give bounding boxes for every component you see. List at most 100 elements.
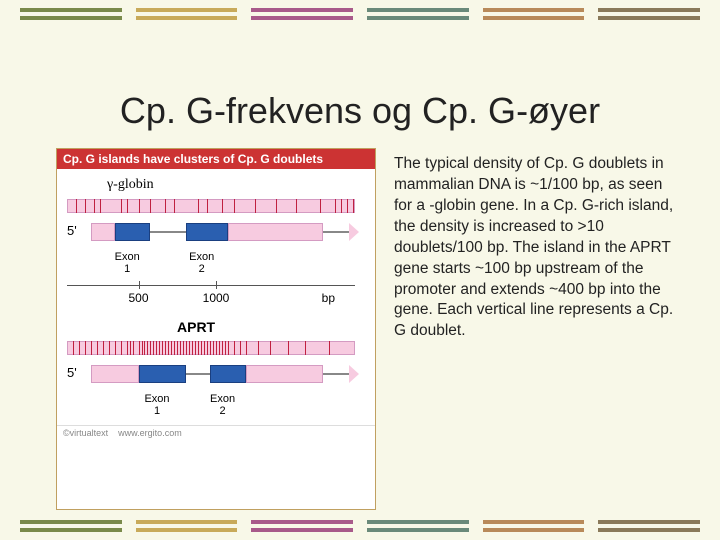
cpg-doublet-line <box>246 341 247 355</box>
track-bg <box>67 199 355 213</box>
gamma-exon-labels: Exon 1 Exon 2 <box>67 251 365 279</box>
cpg-doublet-line <box>276 199 277 213</box>
cpg-doublet-line <box>270 341 271 355</box>
cpg-doublet-line <box>201 341 202 355</box>
cpg-doublet-line <box>255 199 256 213</box>
cpg-doublet-line <box>195 341 196 355</box>
cpg-doublet-line <box>183 341 184 355</box>
cpg-doublet-line <box>234 199 235 213</box>
decor-segment <box>251 8 353 20</box>
cpg-doublet-line <box>341 199 342 213</box>
cpg-doublet-line <box>127 341 128 355</box>
five-prime-label: 5' <box>67 223 77 238</box>
cpg-doublet-line <box>222 341 223 355</box>
cpg-doublet-line <box>234 341 235 355</box>
gamma-globin-track <box>67 195 365 217</box>
figure-panel: Cp. G islands have clusters of Cp. G dou… <box>56 148 376 510</box>
scale-tick-label: 500 <box>129 291 149 305</box>
utr-block <box>91 365 139 383</box>
cpg-doublet-line <box>228 341 229 355</box>
exon-label: Exon 1 <box>115 251 140 275</box>
cpg-doublet-line <box>147 341 148 355</box>
decor-segment <box>483 520 585 532</box>
exon-label: Exon 2 <box>210 393 235 417</box>
cpg-doublet-line <box>177 341 178 355</box>
cpg-doublet-line <box>320 199 321 213</box>
cpg-doublet-line <box>127 199 128 213</box>
cpg-doublet-line <box>76 199 77 213</box>
gamma-globin-label: γ-globin <box>107 177 365 193</box>
bp-label: bp <box>322 291 335 305</box>
cpg-doublet-line <box>240 341 241 355</box>
decor-segment <box>251 520 353 532</box>
cpg-doublet-line <box>198 341 199 355</box>
utr-block <box>246 365 323 383</box>
scale-tick <box>216 281 217 289</box>
cpg-doublet-line <box>288 341 289 355</box>
utr-block <box>228 223 323 241</box>
exon-label: Exon 2 <box>189 251 214 275</box>
cpg-doublet-line <box>121 341 122 355</box>
exon-label: Exon 1 <box>144 393 169 417</box>
aprt-gene-map: 5' <box>67 363 365 391</box>
cpg-doublet-line <box>130 341 131 355</box>
cpg-doublet-line <box>91 341 92 355</box>
cpg-doublet-line <box>210 341 211 355</box>
aprt-exon-labels: Exon 1 Exon 2 <box>67 393 365 421</box>
decor-segment <box>598 520 700 532</box>
exon-block <box>115 223 151 241</box>
cpg-doublet-line <box>198 199 199 213</box>
cpg-doublet-line <box>347 199 348 213</box>
arrow-icon <box>349 223 359 241</box>
utr-block <box>91 223 115 241</box>
cpg-doublet-line <box>219 341 220 355</box>
decor-segment <box>136 520 238 532</box>
cpg-doublet-line <box>79 341 80 355</box>
decor-segment <box>483 8 585 20</box>
cpg-doublet-line <box>94 199 95 213</box>
cpg-doublet-line <box>174 341 175 355</box>
cpg-doublet-line <box>121 199 122 213</box>
gamma-gene-map: 5' <box>67 221 365 249</box>
cpg-doublet-line <box>165 199 166 213</box>
figure-header: Cp. G islands have clusters of Cp. G dou… <box>57 149 375 169</box>
cpg-doublet-line <box>156 341 157 355</box>
exon-block <box>210 365 246 383</box>
cpg-doublet-line <box>171 341 172 355</box>
cpg-doublet-line <box>305 341 306 355</box>
content-area: Cp. G islands have clusters of Cp. G dou… <box>56 148 680 510</box>
cpg-doublet-line <box>153 341 154 355</box>
cpg-doublet-line <box>335 199 336 213</box>
cpg-doublet-line <box>174 199 175 213</box>
cpg-doublet-line <box>207 199 208 213</box>
cpg-doublet-line <box>85 341 86 355</box>
cpg-doublet-line <box>162 341 163 355</box>
cpg-doublet-line <box>133 341 134 355</box>
cpg-doublet-line <box>144 341 145 355</box>
arrow-icon <box>349 365 359 383</box>
scale-line <box>67 285 355 286</box>
credit-right: www.ergito.com <box>118 428 182 438</box>
decor-segment <box>367 8 469 20</box>
cpg-doublet-line <box>85 199 86 213</box>
cpg-doublet-line <box>216 341 217 355</box>
cpg-doublet-line <box>73 341 74 355</box>
scale-tick-label: 1000 <box>203 291 230 305</box>
cpg-doublet-line <box>168 341 169 355</box>
cpg-doublet-line <box>103 341 104 355</box>
cpg-doublet-line <box>225 341 226 355</box>
figure-credit: ©virtualtext www.ergito.com <box>57 425 375 440</box>
cpg-doublet-line <box>115 341 116 355</box>
cpg-doublet-line <box>180 341 181 355</box>
cpg-doublet-line <box>329 341 330 355</box>
decor-segment <box>20 8 122 20</box>
cpg-doublet-line <box>222 199 223 213</box>
cpg-doublet-line <box>186 341 187 355</box>
cpg-doublet-line <box>204 341 205 355</box>
cpg-doublet-line <box>296 199 297 213</box>
page-title: Cp. G-frekvens og Cp. G-øyer <box>0 90 720 132</box>
cpg-doublet-line <box>139 341 140 355</box>
cpg-doublet-line <box>150 341 151 355</box>
cpg-doublet-line <box>97 341 98 355</box>
exon-block <box>186 223 228 241</box>
